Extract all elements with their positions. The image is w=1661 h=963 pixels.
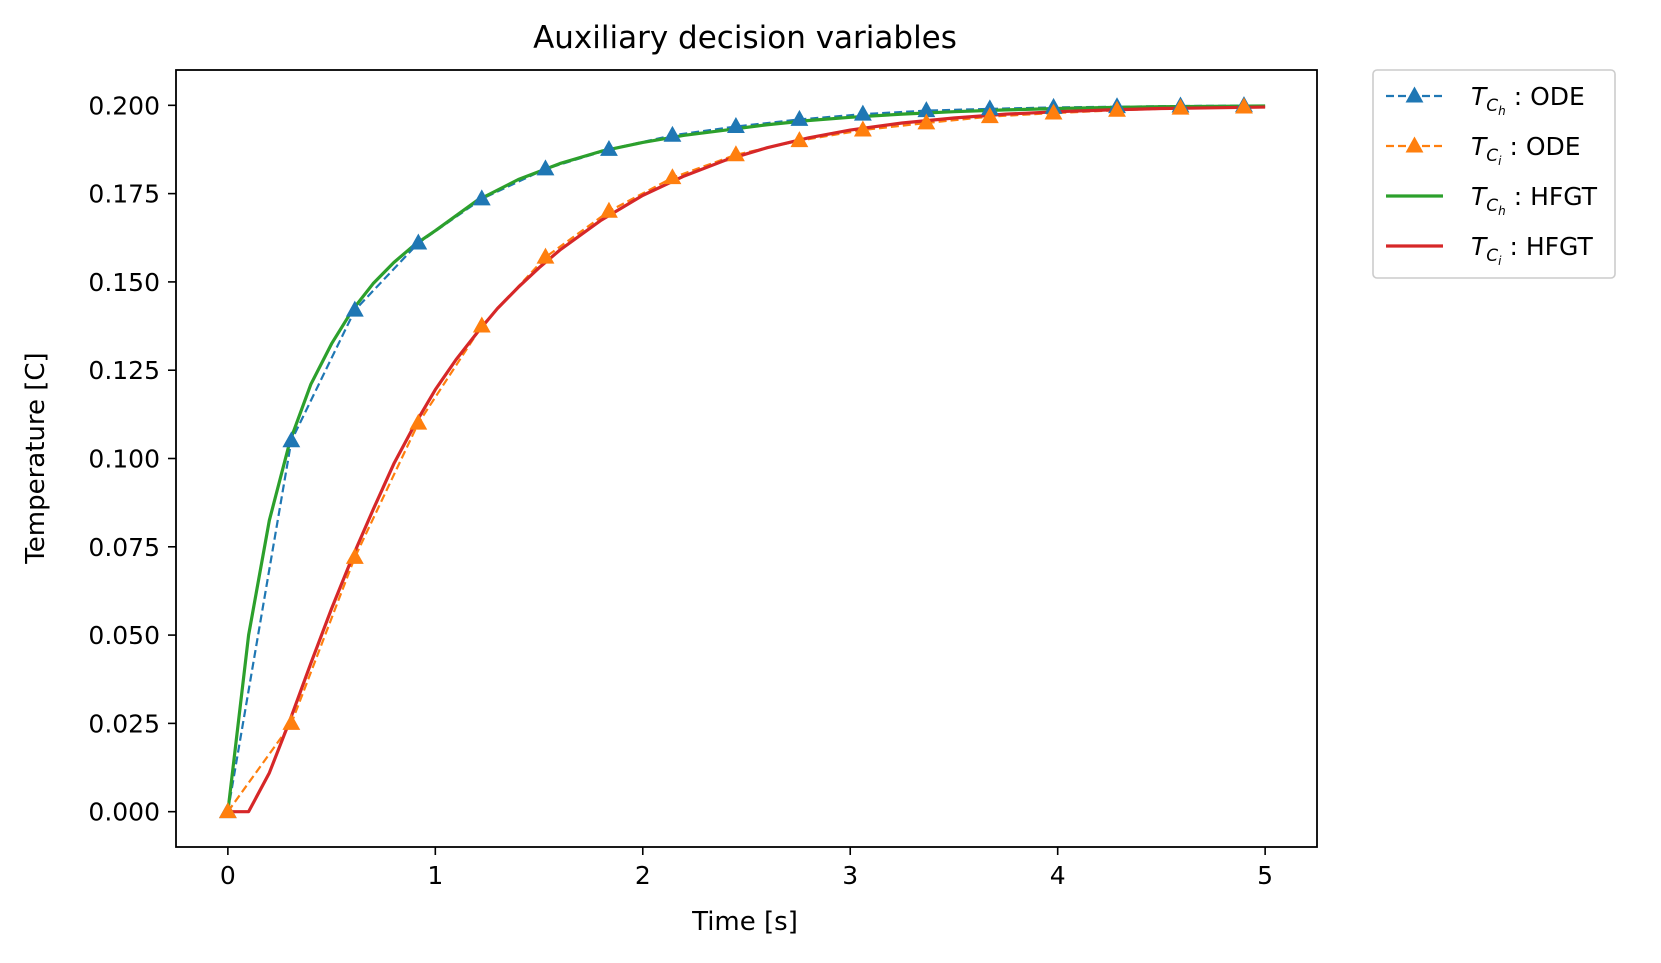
legend-marker-2 (1405, 136, 1424, 153)
series-1-marker (790, 109, 809, 126)
chart-title: Auxiliary decision variables (533, 20, 957, 56)
y-tick-label: 0.050 (88, 621, 160, 650)
series-1-marker (536, 159, 555, 176)
series-1-marker (853, 104, 872, 121)
series-1-marker (282, 431, 301, 448)
series-2-marker (218, 802, 237, 819)
legend-entry-1: TCh : ODE (1471, 82, 1585, 118)
legend-entry-4: TCi : HFGT (1471, 232, 1593, 268)
series-2-marker (726, 145, 745, 162)
y-tick-label: 0.075 (88, 533, 160, 562)
series-2-marker (1044, 103, 1063, 120)
series-2-marker (1171, 98, 1190, 115)
series-1-marker (409, 233, 428, 250)
x-tick-label: 0 (220, 861, 236, 890)
series-line-1 (226, 104, 1244, 812)
x-tick-label: 2 (635, 861, 651, 890)
series-2-marker (1108, 100, 1126, 117)
x-axis-label: Time [s] (691, 907, 798, 937)
series-2-marker (1235, 97, 1253, 114)
y-tick-label: 0.000 (88, 798, 160, 827)
series-2-marker (472, 316, 491, 333)
plot-area (218, 96, 1266, 819)
y-tick-label: 0.175 (88, 180, 160, 209)
series-2-marker (282, 713, 301, 730)
series-1-marker (345, 300, 364, 317)
series-2-marker (600, 201, 618, 218)
series-2-marker (980, 107, 999, 124)
legend-box (1372, 69, 1616, 279)
series-1-marker (663, 125, 682, 142)
legend-entry-3: TCh : HFGT (1471, 182, 1598, 218)
y-tick-label: 0.200 (88, 91, 160, 120)
y-axis-label: Temperature [C] (21, 352, 51, 564)
legend-marker-1 (1405, 86, 1424, 103)
series-2-marker (663, 168, 682, 185)
legend-entry-2: TCi : ODE (1471, 132, 1581, 168)
series-2-marker (536, 247, 555, 264)
series-group (218, 96, 1266, 819)
x-tick-label: 4 (1050, 861, 1066, 890)
y-tick-label: 0.100 (88, 445, 160, 474)
series-2-marker (853, 120, 872, 137)
series-line-4 (227, 105, 1266, 814)
y-tick-label: 0.150 (88, 268, 160, 297)
series-1-marker (472, 189, 491, 206)
series-line-3 (226, 104, 1266, 812)
x-tick-label: 1 (427, 861, 443, 890)
legend: TCh : ODE TCi : ODE TCh : HFGT TCi : HFGT (1372, 69, 1616, 279)
x-tick-label: 5 (1257, 861, 1273, 890)
series-line-2 (226, 105, 1244, 813)
series-1-marker (726, 116, 745, 133)
y-tick-label: 0.125 (88, 356, 160, 385)
axes: 0 1 2 3 4 5 0.000 0.025 0.050 0.075 0.100 0.125 0.15… (88, 69, 1318, 890)
series-2-marker (790, 131, 809, 148)
y-tick-label: 0.025 (88, 709, 160, 738)
series-2-marker (345, 547, 364, 564)
series-1-marker (600, 139, 618, 156)
series-2-marker (409, 413, 428, 430)
series-2-marker (917, 113, 936, 130)
x-tick-label: 3 (842, 861, 858, 890)
plot-frame (175, 69, 1318, 848)
